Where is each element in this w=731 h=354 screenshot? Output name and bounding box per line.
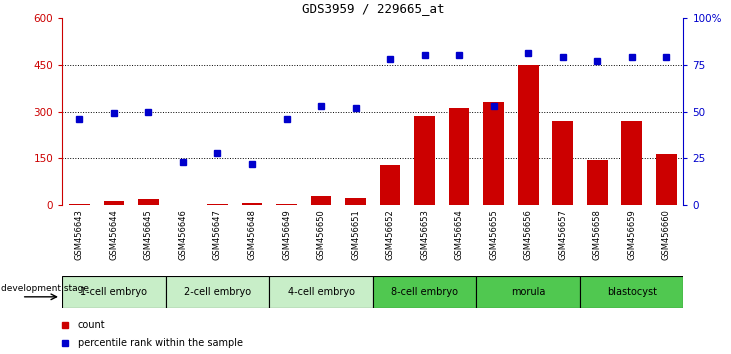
Text: 4-cell embryo: 4-cell embryo bbox=[287, 287, 355, 297]
Text: morula: morula bbox=[511, 287, 545, 297]
Bar bbox=[242, 203, 262, 205]
Text: percentile rank within the sample: percentile rank within the sample bbox=[77, 338, 243, 348]
Bar bbox=[580, 276, 683, 308]
Bar bbox=[207, 204, 228, 205]
Text: count: count bbox=[77, 320, 105, 330]
Bar bbox=[587, 160, 607, 205]
Bar bbox=[62, 276, 166, 308]
Text: GSM456660: GSM456660 bbox=[662, 209, 671, 260]
Text: 2-cell embryo: 2-cell embryo bbox=[184, 287, 251, 297]
Text: GSM456657: GSM456657 bbox=[558, 209, 567, 260]
Bar bbox=[104, 201, 124, 205]
Text: GSM456652: GSM456652 bbox=[385, 209, 395, 259]
Bar bbox=[518, 65, 539, 205]
Bar bbox=[69, 204, 90, 205]
Text: 1-cell embryo: 1-cell embryo bbox=[80, 287, 148, 297]
Bar bbox=[414, 116, 435, 205]
Text: GSM456643: GSM456643 bbox=[75, 209, 84, 260]
Text: GSM456651: GSM456651 bbox=[351, 209, 360, 259]
Title: GDS3959 / 229665_at: GDS3959 / 229665_at bbox=[302, 2, 444, 15]
Text: GSM456653: GSM456653 bbox=[420, 209, 429, 260]
Text: blastocyst: blastocyst bbox=[607, 287, 656, 297]
Text: GSM456658: GSM456658 bbox=[593, 209, 602, 260]
Text: GSM456654: GSM456654 bbox=[455, 209, 463, 259]
Bar bbox=[311, 196, 331, 205]
Bar bbox=[269, 276, 373, 308]
Bar bbox=[166, 276, 269, 308]
Bar bbox=[379, 165, 401, 205]
Bar bbox=[656, 154, 677, 205]
Text: GSM456648: GSM456648 bbox=[248, 209, 257, 260]
Text: development stage: development stage bbox=[1, 284, 89, 293]
Text: 8-cell embryo: 8-cell embryo bbox=[391, 287, 458, 297]
Bar bbox=[477, 276, 580, 308]
Text: GSM456645: GSM456645 bbox=[144, 209, 153, 259]
Text: GSM456647: GSM456647 bbox=[213, 209, 222, 260]
Bar bbox=[621, 121, 642, 205]
Text: GSM456655: GSM456655 bbox=[489, 209, 498, 259]
Bar bbox=[276, 204, 297, 205]
Text: GSM456646: GSM456646 bbox=[178, 209, 187, 260]
Bar bbox=[483, 102, 504, 205]
Text: GSM456650: GSM456650 bbox=[317, 209, 325, 259]
Bar bbox=[449, 108, 469, 205]
Text: GSM456656: GSM456656 bbox=[523, 209, 533, 260]
Bar bbox=[373, 276, 477, 308]
Bar bbox=[138, 199, 159, 205]
Bar bbox=[345, 198, 366, 205]
Text: GSM456659: GSM456659 bbox=[627, 209, 636, 259]
Bar bbox=[553, 121, 573, 205]
Text: GSM456649: GSM456649 bbox=[282, 209, 291, 259]
Text: GSM456644: GSM456644 bbox=[110, 209, 118, 259]
